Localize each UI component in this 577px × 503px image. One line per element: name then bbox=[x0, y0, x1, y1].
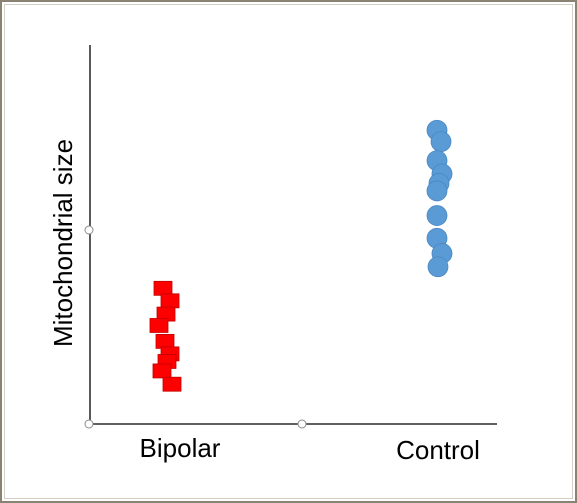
point-control-6 bbox=[426, 180, 448, 202]
chart-frame-inner-border bbox=[4, 4, 573, 499]
axis-handle-bottom-middle[interactable] bbox=[297, 419, 307, 429]
point-control-10 bbox=[427, 256, 449, 278]
point-bipolar-1 bbox=[153, 280, 173, 296]
data-points bbox=[149, 119, 453, 392]
axis-handle-top-left[interactable] bbox=[84, 225, 94, 235]
point-control-2 bbox=[430, 131, 452, 153]
axes bbox=[89, 45, 497, 425]
y-axis-label: Mitochondrial size bbox=[48, 139, 78, 347]
point-bipolar-5 bbox=[155, 333, 175, 349]
point-bipolar-2 bbox=[160, 293, 180, 309]
point-bipolar-4 bbox=[149, 318, 169, 333]
point-bipolar-9 bbox=[162, 376, 182, 392]
point-bipolar-8 bbox=[152, 363, 172, 379]
selection-handles bbox=[84, 225, 307, 429]
x-tick-label-bipolar: Bipolar bbox=[140, 433, 221, 463]
x-tick-label-control: Control bbox=[396, 435, 480, 465]
axis-handle-origin[interactable] bbox=[84, 419, 94, 429]
point-control-7 bbox=[426, 205, 448, 226]
